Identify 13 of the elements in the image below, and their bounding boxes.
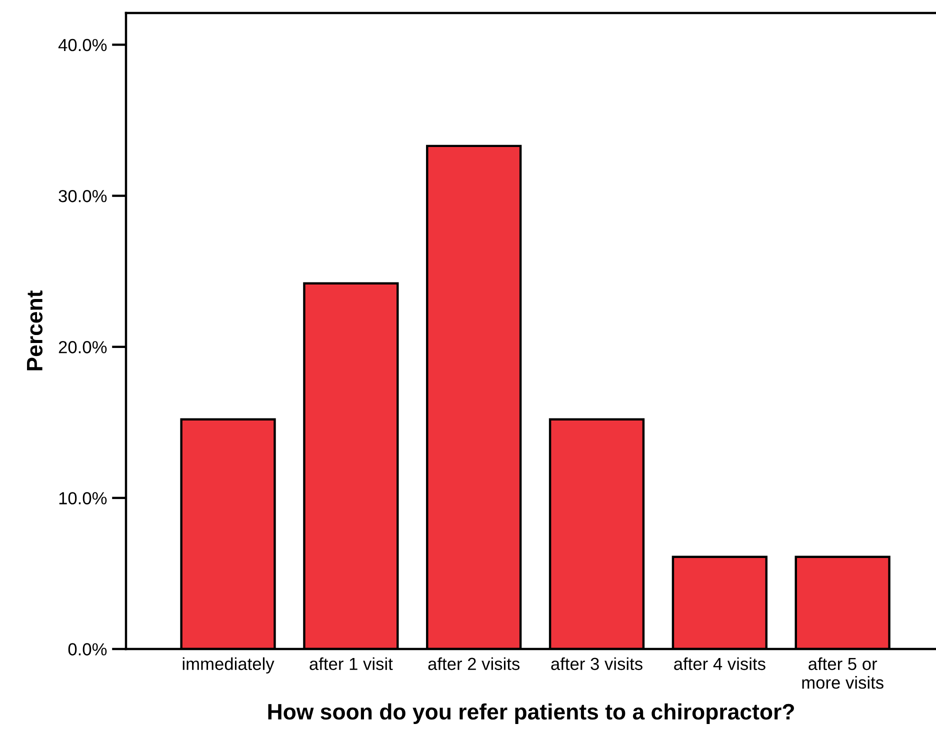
x-tick-label: after 5 or more visits xyxy=(802,657,884,689)
x-tick-label: after 3 visits xyxy=(551,657,642,670)
x-tick-label: after 1 visit xyxy=(310,657,393,670)
y-tick-label: 40.0% xyxy=(58,38,107,52)
x-axis-title: How soon do you refer patients to a chiropractor? xyxy=(268,703,794,724)
y-axis-title: Percent xyxy=(27,290,43,370)
y-tick-label: 30.0% xyxy=(58,190,107,202)
x-tick-label: after 2 visits xyxy=(428,657,520,670)
x-tick-label: immediately xyxy=(182,657,274,674)
y-tick-label: 0.0% xyxy=(68,643,107,656)
y-tick-label: 20.0% xyxy=(58,341,107,354)
y-tick-label: 10.0% xyxy=(59,492,107,504)
x-tick-label: after 4 visits xyxy=(674,657,766,670)
